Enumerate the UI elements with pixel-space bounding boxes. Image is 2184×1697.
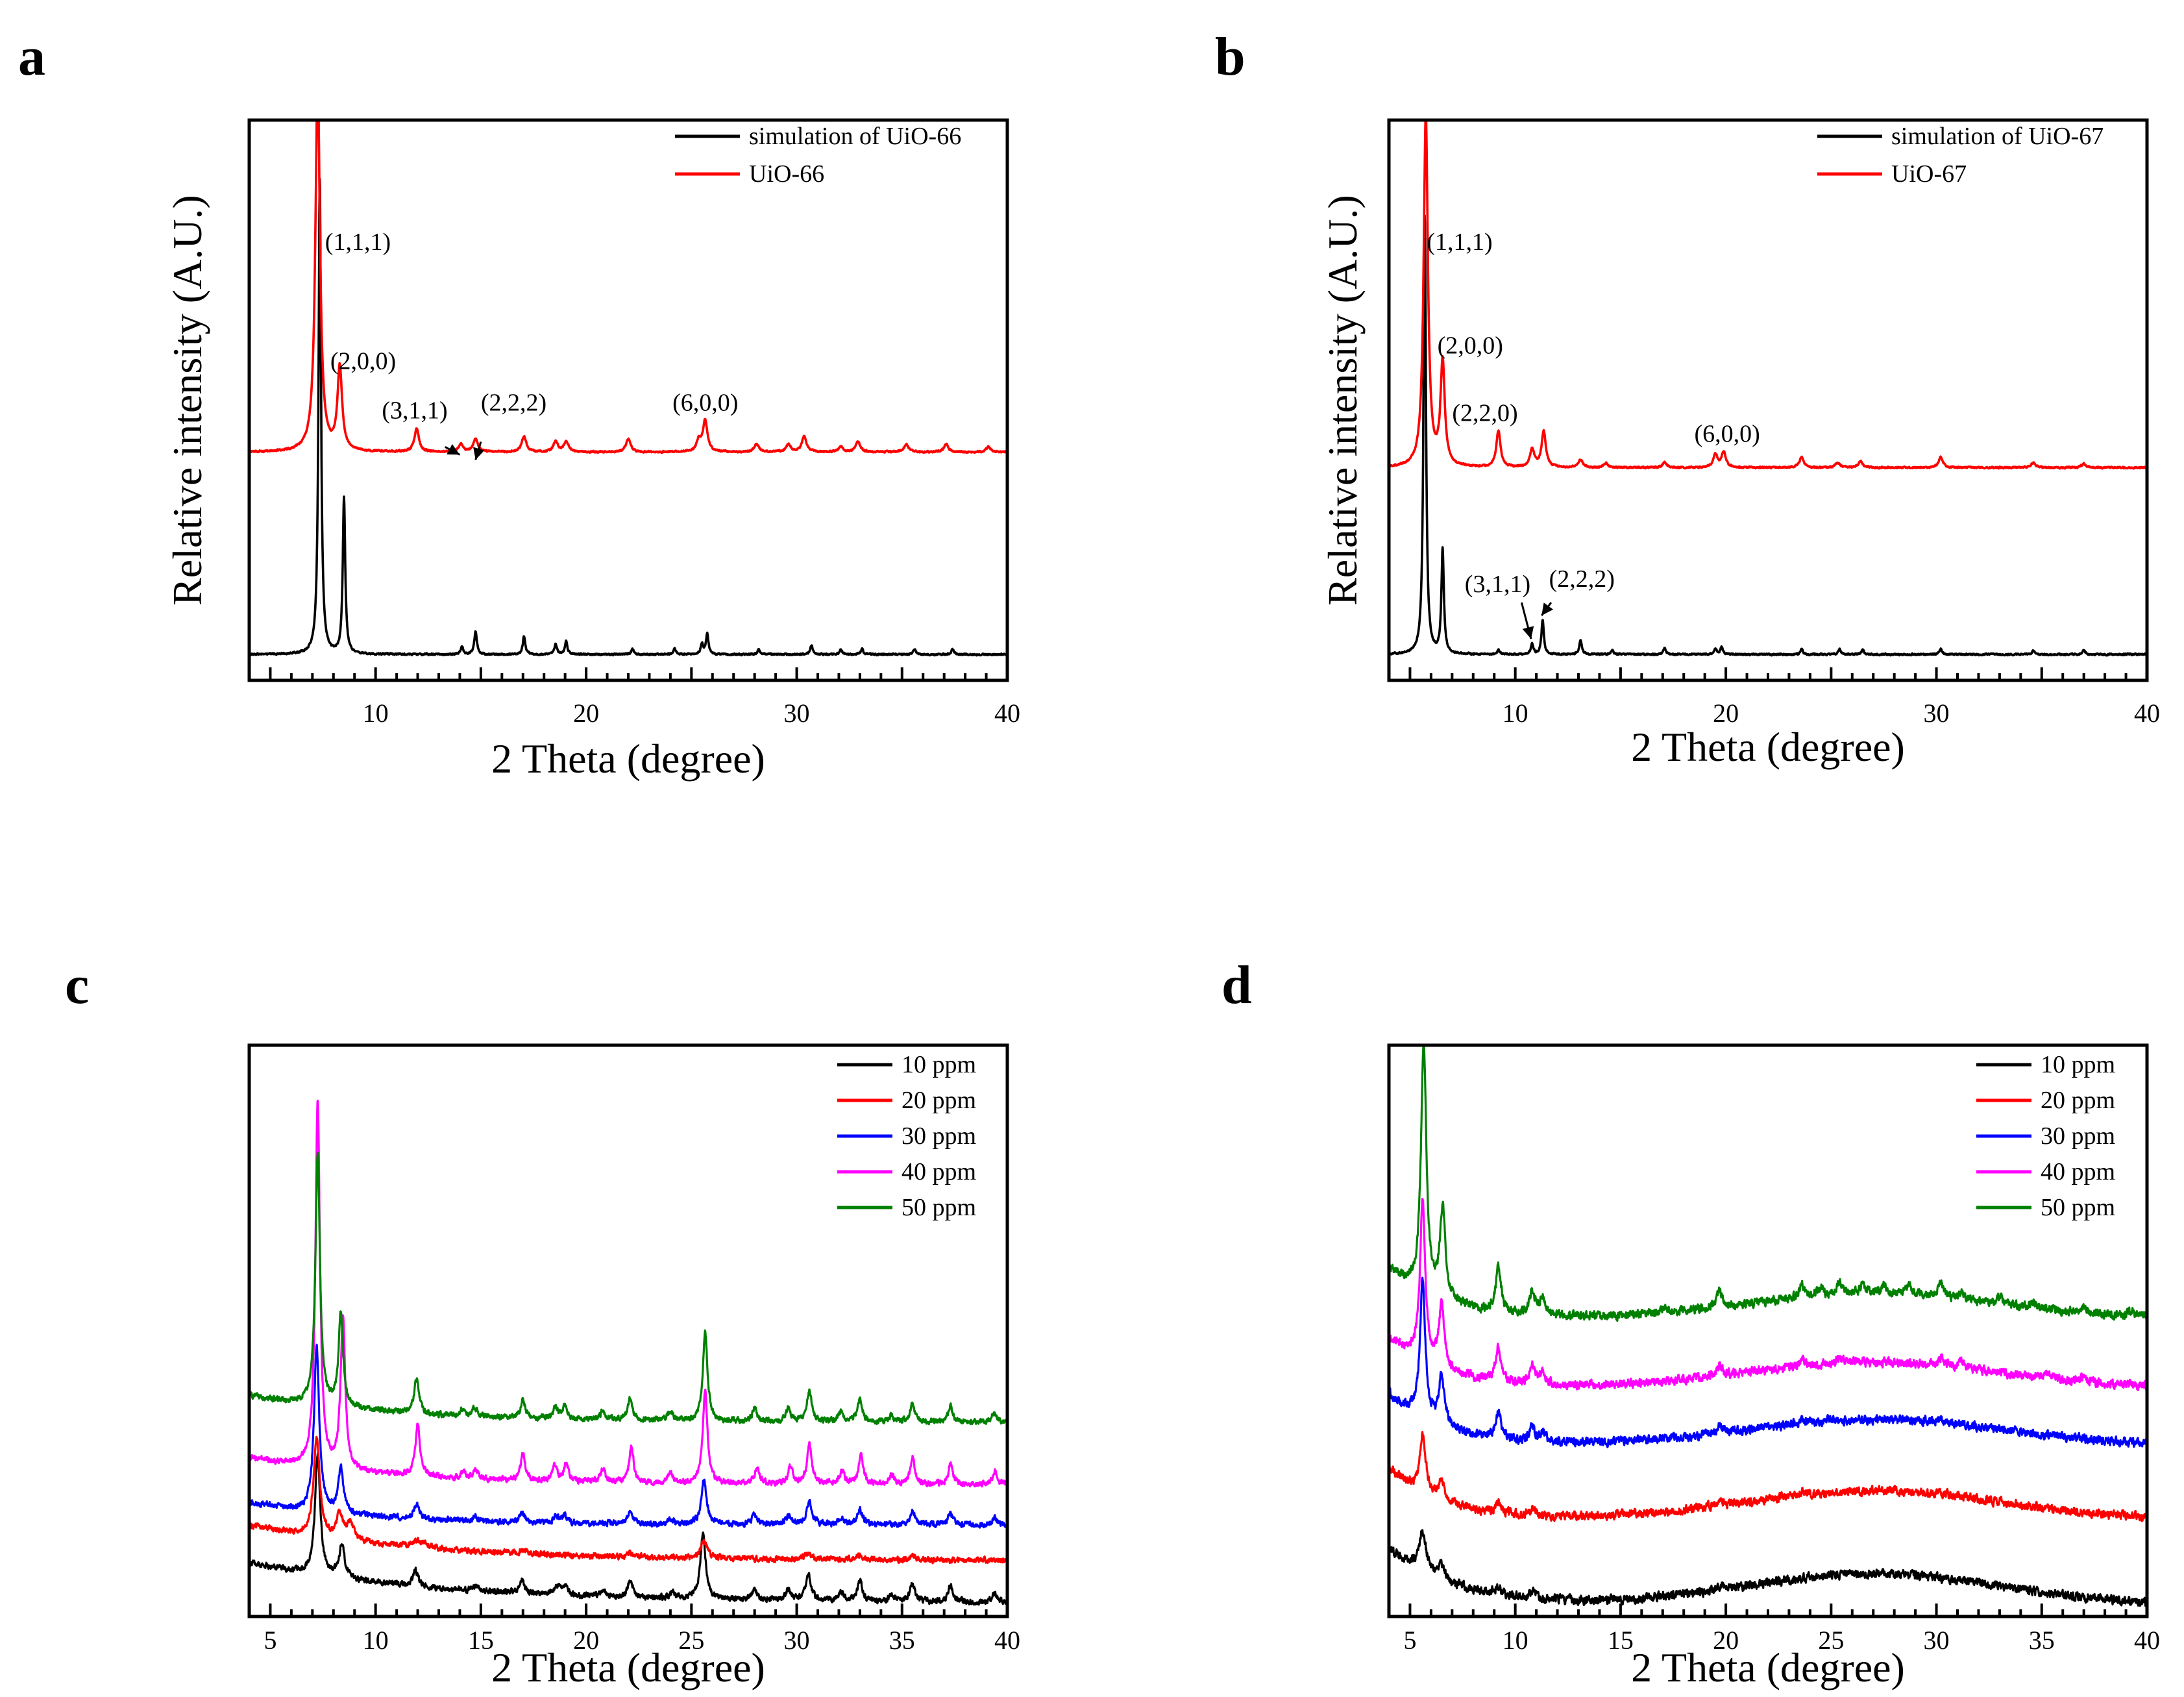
x-tick-label: 15 — [1608, 1626, 1634, 1655]
peak-annotation: (2,2,2) — [481, 389, 546, 416]
series-line-a-0 — [249, 177, 1007, 657]
x-tick-label: 25 — [678, 1626, 704, 1655]
x-tick-label: 10 — [1503, 1626, 1528, 1655]
peak-annotation: (2,2,2) — [1549, 565, 1615, 593]
legend-entry: UiO-67 — [1891, 160, 1967, 188]
annotation-arrow-head — [1522, 626, 1534, 639]
x-tick-label: 5 — [264, 1626, 276, 1655]
legend-entry: 20 ppm — [2041, 1087, 2115, 1114]
legend-entry: 30 ppm — [902, 1122, 976, 1150]
plot-area — [249, 1099, 1007, 1606]
x-tick-label: 20 — [573, 699, 599, 728]
panel-label: d — [1221, 955, 1252, 1015]
x-tick-label: 10 — [363, 699, 389, 728]
legend-entry: 50 ppm — [902, 1194, 976, 1221]
peak-annotation: (6,0,0) — [1694, 420, 1760, 447]
legend-entry: 40 ppm — [902, 1158, 976, 1185]
x-tick-label: 40 — [2134, 699, 2160, 728]
panel-label: b — [1215, 27, 1245, 87]
x-tick-label: 30 — [784, 699, 810, 728]
series-line-d-1 — [1389, 1431, 2147, 1522]
series-line-c-3 — [249, 1099, 1007, 1488]
legend-entry: 30 ppm — [2041, 1122, 2115, 1150]
series-line-b-0 — [1389, 214, 2147, 657]
series-line-c-4 — [249, 1151, 1007, 1426]
series-line-a-1 — [249, 120, 1007, 454]
plot-frame — [1387, 1043, 2149, 1618]
x-tick-label: 40 — [2134, 1626, 2160, 1655]
legend: 10 ppm 20 ppm 30 ppm 40 ppm 50 ppm — [1976, 1051, 2115, 1221]
series-line-c-0 — [249, 1452, 1007, 1606]
series-line-d-2 — [1389, 1276, 2147, 1448]
panel-c: c 5 10 15 20 25 30 35 40 2 Theta (degree) 10 ppm 20… — [65, 955, 1020, 1691]
panel-a: a 10 20 30 40 2 Theta (degree) Relative intens… — [18, 27, 1020, 782]
plot-area — [249, 120, 1007, 657]
annotation-arrow-head — [473, 447, 485, 460]
x-axis-label: 2 Theta (degree) — [1631, 724, 1905, 770]
legend-entry: UiO-66 — [749, 160, 824, 188]
plot-frame — [247, 118, 1009, 682]
legend-entry: 50 ppm — [2041, 1194, 2115, 1221]
annotation-arrow-head — [447, 444, 460, 455]
peak-annotation: (2,2,0) — [1452, 399, 1517, 427]
panel-d: d 5 10 15 20 25 30 35 40 2 Theta (degree) 10 ppm 20… — [1221, 955, 2160, 1691]
x-tick-label: 25 — [1818, 1626, 1844, 1655]
x-tick-label: 30 — [1924, 1626, 1950, 1655]
x-tick-label: 10 — [363, 1626, 389, 1655]
panel-b: b 10 20 30 40 2 Theta (degree) Relative intens… — [1215, 27, 2160, 770]
series-line-b-1 — [1389, 120, 2147, 470]
legend: simulation of UiO-67 UiO-67 — [1817, 123, 2104, 188]
peak-annotation: (1,1,1) — [325, 229, 391, 256]
legend-entry: 40 ppm — [2041, 1158, 2115, 1185]
legend: 10 ppm 20 ppm 30 ppm 40 ppm 50 ppm — [837, 1051, 976, 1221]
peak-annotation: (6,0,0) — [672, 389, 738, 416]
x-tick-label: 35 — [889, 1626, 915, 1655]
peak-annotation: (1,1,1) — [1427, 229, 1492, 256]
legend: simulation of UiO-66 UiO-66 — [675, 123, 961, 188]
legend-entry: simulation of UiO-67 — [1891, 123, 2104, 150]
x-tick-label: 10 — [1503, 699, 1528, 728]
series-line-c-2 — [249, 1343, 1007, 1529]
legend-entry: 20 ppm — [902, 1087, 976, 1114]
x-axis-label: 2 Theta (degree) — [491, 1644, 765, 1691]
y-axis-label: Relative intensity (A.U.) — [1319, 195, 1366, 606]
panel-label: c — [65, 955, 89, 1015]
y-axis-label: Relative intensity (A.U.) — [164, 195, 210, 606]
x-tick-label: 20 — [1713, 1626, 1739, 1655]
peak-annotation: (3,1,1) — [1465, 571, 1530, 598]
peak-annotation: (3,1,1) — [382, 397, 447, 424]
series-line-d-3 — [1389, 1198, 2147, 1391]
x-tick-label: 40 — [994, 1626, 1020, 1655]
x-tick-label: 20 — [573, 1626, 599, 1655]
plot-area — [1389, 120, 2147, 657]
plot-area — [1389, 1045, 2147, 1607]
series-line-c-1 — [249, 1435, 1007, 1565]
x-tick-label: 35 — [2029, 1626, 2055, 1655]
x-tick-label: 20 — [1713, 699, 1739, 728]
x-axis-label: 2 Theta (degree) — [1631, 1644, 1905, 1691]
series-line-d-0 — [1389, 1529, 2147, 1607]
peak-annotation: (2,0,0) — [330, 348, 396, 375]
x-tick-label: 5 — [1403, 1626, 1416, 1655]
legend-entry: 10 ppm — [2041, 1051, 2115, 1078]
x-tick-label: 15 — [468, 1626, 494, 1655]
x-tick-label: 30 — [784, 1626, 810, 1655]
plot-frame — [247, 1043, 1009, 1618]
x-tick-label: 30 — [1924, 699, 1950, 728]
x-axis-label: 2 Theta (degree) — [491, 736, 765, 782]
annotation-arrow-head — [1541, 602, 1554, 616]
panel-label: a — [18, 27, 45, 87]
x-tick-label: 40 — [994, 699, 1020, 728]
peak-annotation: (2,0,0) — [1438, 332, 1503, 360]
series-line-d-4 — [1389, 1045, 2147, 1322]
legend-entry: 10 ppm — [902, 1051, 976, 1078]
legend-entry: simulation of UiO-66 — [749, 123, 961, 150]
